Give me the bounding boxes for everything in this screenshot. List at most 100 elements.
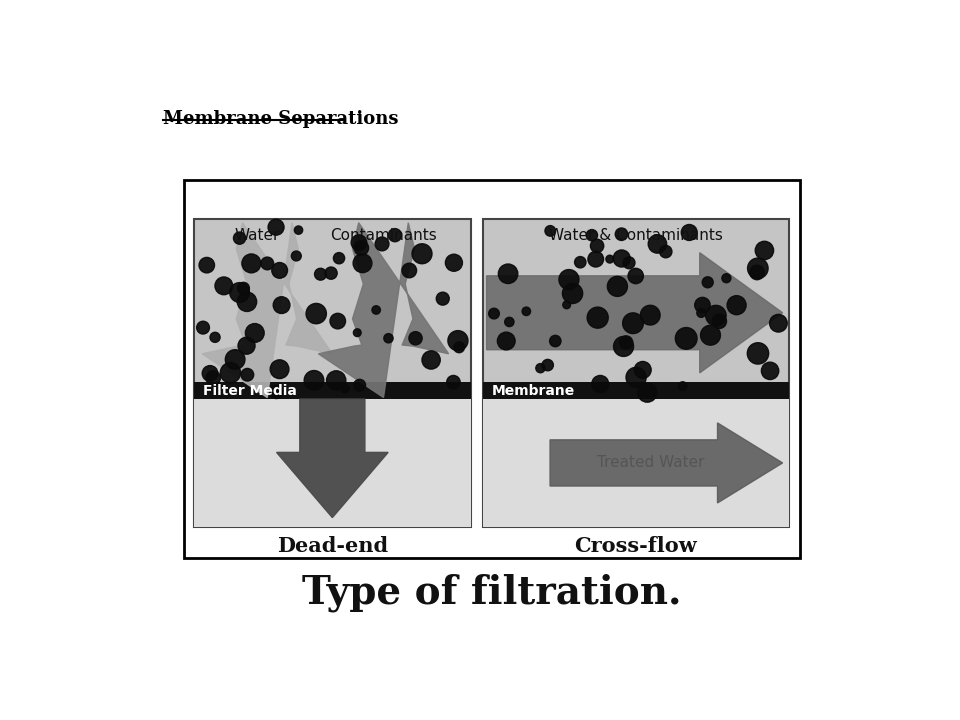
Point: [613, 228, 629, 240]
Point: [415, 248, 430, 259]
Point: [401, 265, 417, 276]
Point: [628, 270, 643, 282]
Point: [223, 367, 238, 379]
Point: [502, 316, 517, 328]
Text: Treated Water: Treated Water: [597, 456, 705, 470]
Text: Membrane Separations: Membrane Separations: [162, 109, 398, 127]
Polygon shape: [203, 222, 332, 397]
Point: [592, 378, 608, 390]
Bar: [483, 382, 789, 399]
Point: [408, 333, 423, 344]
Point: [324, 267, 339, 279]
Point: [700, 276, 715, 288]
Point: [232, 287, 248, 298]
Point: [756, 245, 772, 256]
Point: [518, 305, 534, 317]
Point: [291, 225, 306, 236]
Point: [610, 281, 625, 292]
Point: [693, 307, 708, 319]
Text: Filter Media: Filter Media: [203, 384, 297, 397]
Point: [269, 386, 284, 397]
Text: Cross-flow: Cross-flow: [574, 536, 697, 556]
Point: [239, 296, 254, 307]
Polygon shape: [276, 399, 388, 518]
Point: [232, 233, 248, 244]
Point: [353, 242, 369, 253]
Bar: [194, 382, 471, 399]
Point: [369, 305, 384, 316]
Point: [274, 300, 289, 311]
Point: [639, 387, 655, 398]
Point: [636, 364, 651, 376]
Point: [355, 258, 371, 269]
Point: [695, 300, 710, 311]
Point: [762, 365, 778, 377]
Point: [498, 336, 514, 347]
Point: [616, 341, 632, 352]
Point: [679, 333, 694, 344]
Point: [729, 300, 744, 311]
Point: [562, 274, 577, 285]
Point: [621, 257, 636, 269]
Point: [564, 287, 580, 299]
Point: [244, 258, 259, 269]
Point: [618, 337, 634, 348]
Polygon shape: [319, 222, 448, 397]
Point: [771, 318, 786, 329]
Point: [542, 225, 558, 237]
Point: [659, 246, 674, 257]
Text: Water & Contaminants: Water & Contaminants: [549, 228, 723, 243]
Text: Dead-end: Dead-end: [276, 536, 388, 556]
Point: [500, 268, 516, 279]
Point: [306, 374, 322, 386]
Point: [272, 364, 287, 375]
Point: [751, 348, 766, 359]
Point: [207, 331, 223, 343]
Point: [313, 269, 328, 280]
Point: [435, 293, 450, 305]
Point: [533, 362, 548, 374]
Point: [289, 251, 304, 262]
Point: [590, 312, 606, 323]
Point: [330, 315, 346, 327]
Point: [445, 377, 461, 388]
Point: [352, 379, 368, 391]
Polygon shape: [550, 423, 782, 503]
Point: [272, 265, 287, 276]
Point: [203, 368, 218, 379]
Point: [446, 257, 462, 269]
Point: [205, 372, 221, 384]
Point: [451, 341, 467, 353]
Text: Type of filtration.: Type of filtration.: [302, 574, 682, 612]
Point: [708, 310, 724, 321]
Point: [349, 327, 365, 338]
Text: Membrane: Membrane: [492, 384, 575, 397]
Point: [642, 310, 658, 321]
Point: [629, 372, 644, 383]
Point: [703, 330, 718, 341]
Point: [423, 354, 439, 366]
Bar: [483, 399, 789, 527]
Point: [540, 359, 556, 371]
Text: Contaminants: Contaminants: [330, 228, 437, 243]
Point: [387, 230, 402, 241]
Point: [547, 336, 563, 347]
Point: [588, 253, 604, 265]
Point: [589, 240, 605, 251]
Point: [240, 369, 255, 380]
Bar: [194, 219, 471, 527]
Point: [239, 340, 254, 351]
Point: [487, 308, 502, 320]
Point: [269, 222, 284, 233]
Point: [199, 259, 214, 271]
Point: [675, 380, 690, 392]
Point: [351, 237, 367, 248]
Point: [750, 266, 765, 278]
Point: [625, 318, 640, 329]
Point: [228, 354, 243, 365]
Point: [602, 253, 617, 265]
Point: [750, 263, 765, 274]
Point: [711, 315, 727, 327]
Point: [650, 238, 665, 250]
Point: [196, 322, 211, 333]
